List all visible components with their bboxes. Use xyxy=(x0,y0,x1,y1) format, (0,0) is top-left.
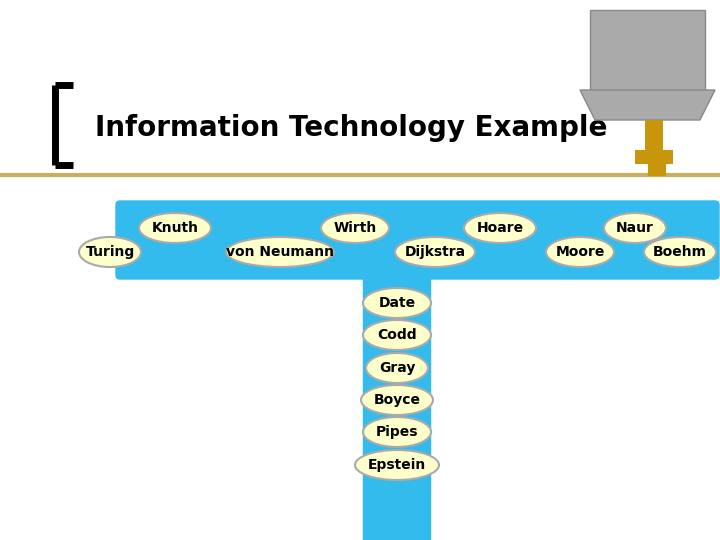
Text: Codd: Codd xyxy=(377,328,417,342)
Ellipse shape xyxy=(139,213,211,243)
Text: Gray: Gray xyxy=(379,361,415,375)
Bar xyxy=(648,164,666,176)
FancyBboxPatch shape xyxy=(116,201,719,279)
Ellipse shape xyxy=(226,237,334,267)
Bar xyxy=(590,10,705,90)
Text: Hoare: Hoare xyxy=(477,221,523,235)
Bar xyxy=(635,150,673,164)
Text: Turing: Turing xyxy=(86,245,135,259)
Text: Epstein: Epstein xyxy=(368,458,426,472)
Ellipse shape xyxy=(321,213,389,243)
Text: Moore: Moore xyxy=(555,245,605,259)
Ellipse shape xyxy=(604,213,666,243)
Ellipse shape xyxy=(644,237,716,267)
Text: Boyce: Boyce xyxy=(374,393,420,407)
Ellipse shape xyxy=(363,320,431,350)
Ellipse shape xyxy=(355,450,439,480)
Text: Information Technology Example: Information Technology Example xyxy=(95,114,608,142)
Ellipse shape xyxy=(79,237,141,267)
Text: Knuth: Knuth xyxy=(151,221,199,235)
Polygon shape xyxy=(580,90,715,120)
Ellipse shape xyxy=(464,213,536,243)
Ellipse shape xyxy=(395,237,475,267)
Text: Dijkstra: Dijkstra xyxy=(405,245,466,259)
Ellipse shape xyxy=(366,353,428,383)
Text: Boehm: Boehm xyxy=(653,245,707,259)
Bar xyxy=(363,275,430,540)
Text: Wirth: Wirth xyxy=(333,221,377,235)
Ellipse shape xyxy=(546,237,614,267)
Ellipse shape xyxy=(363,417,431,447)
Bar xyxy=(645,120,663,150)
Text: Date: Date xyxy=(379,296,415,310)
Text: Pipes: Pipes xyxy=(376,425,418,439)
Text: Naur: Naur xyxy=(616,221,654,235)
Ellipse shape xyxy=(361,385,433,415)
Ellipse shape xyxy=(363,288,431,318)
Text: von Neumann: von Neumann xyxy=(226,245,334,259)
